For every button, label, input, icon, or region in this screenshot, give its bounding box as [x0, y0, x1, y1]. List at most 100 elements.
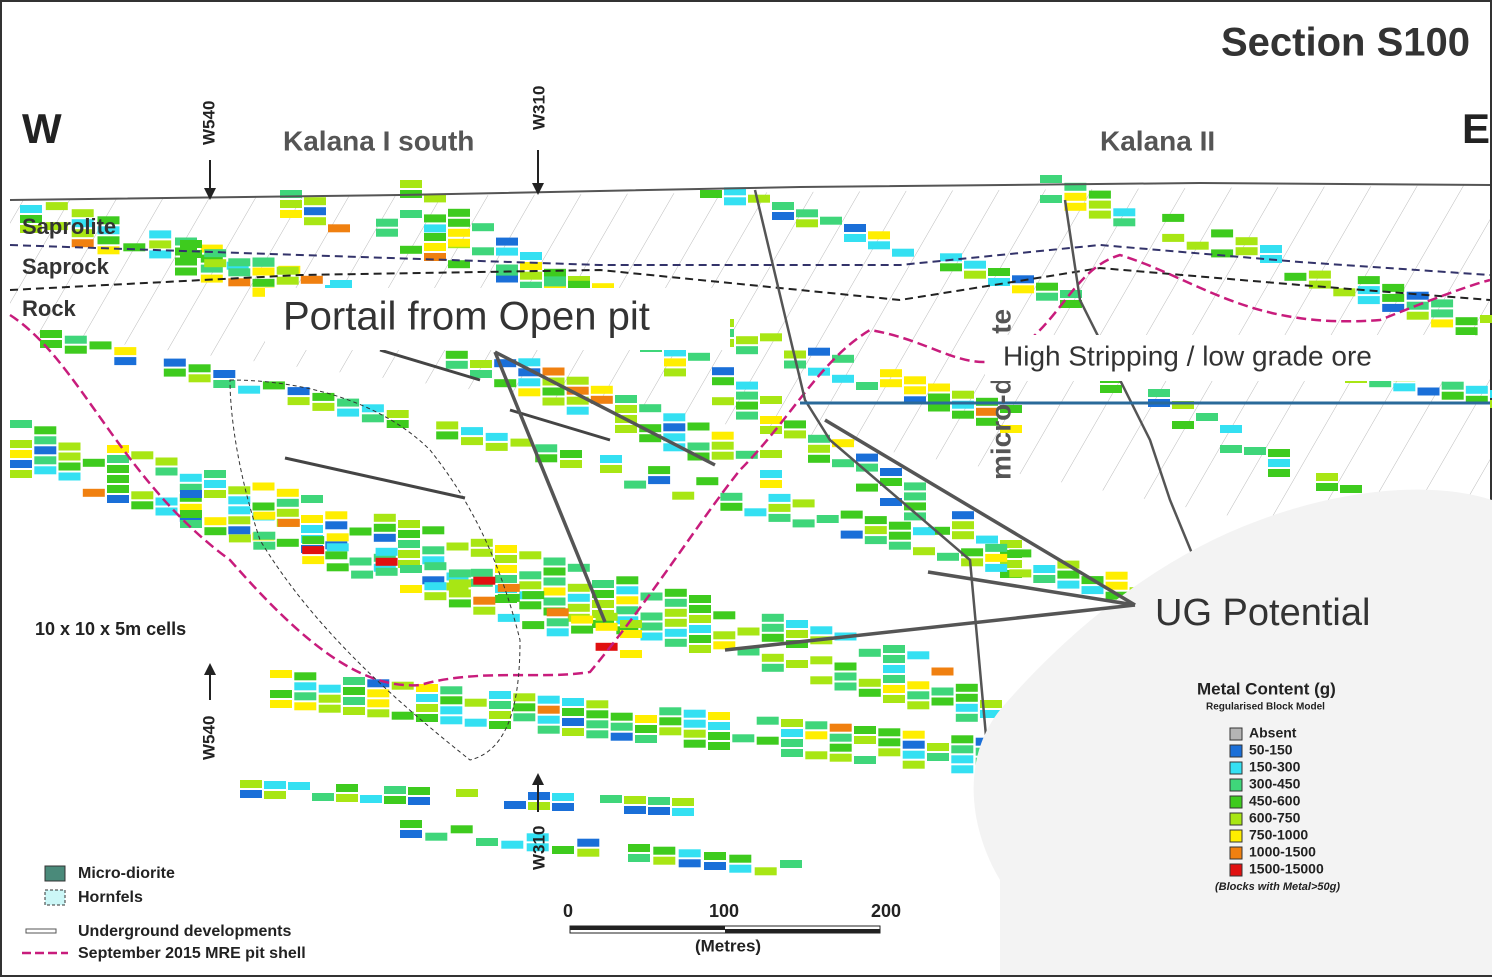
legend-label: 1000-1500: [1249, 844, 1316, 860]
block-cell: [436, 431, 458, 439]
block-cell: [738, 628, 760, 636]
block-cell: [1260, 245, 1282, 253]
block-cell: [489, 711, 511, 719]
block-cell: [854, 736, 876, 744]
block-cell: [760, 333, 782, 341]
block-cell: [400, 180, 422, 188]
block-cell: [164, 359, 186, 367]
block-cell: [762, 614, 784, 622]
block-cell: [400, 565, 422, 573]
block-cell: [10, 460, 32, 468]
block-cell: [519, 581, 541, 589]
block-cell: [904, 386, 926, 394]
block-cell: [713, 611, 735, 619]
block-cell: [398, 530, 420, 538]
block-cell: [880, 369, 902, 377]
block-cell: [312, 403, 334, 411]
block-cell: [448, 239, 470, 247]
block-cell: [880, 468, 902, 476]
block-cell: [951, 755, 973, 763]
block-cell: [204, 259, 226, 267]
block-cell: [1407, 312, 1429, 320]
block-cell: [586, 720, 608, 728]
block-cell: [498, 584, 520, 592]
block-cell: [337, 409, 359, 417]
block-cell: [83, 459, 105, 467]
block-cell: [1040, 175, 1062, 183]
block-cell: [294, 682, 316, 690]
block-cell: [952, 411, 974, 419]
block-cell: [343, 697, 365, 705]
block-cell: [883, 685, 905, 693]
legend-swatch: [1230, 728, 1242, 740]
block-cell: [951, 765, 973, 773]
block-cell: [277, 267, 299, 275]
block-cell: [440, 686, 462, 694]
block-cell: [180, 240, 202, 248]
block-cell: [400, 820, 422, 828]
legend-swatch: [1230, 847, 1242, 859]
scale-bar: [570, 926, 725, 930]
block-cell: [760, 396, 782, 404]
block-cell: [451, 825, 473, 833]
block-cell: [663, 423, 685, 431]
block-cell: [883, 655, 905, 663]
block-cell: [700, 190, 722, 198]
block-cell: [376, 568, 398, 576]
block-cell: [501, 841, 523, 849]
block-cell: [449, 599, 471, 607]
block-cell: [374, 514, 396, 522]
block-cell: [956, 694, 978, 702]
block-cell: [304, 197, 326, 205]
block-cell: [786, 630, 808, 638]
block-cell: [956, 714, 978, 722]
block-cell: [240, 790, 262, 798]
block-cell: [712, 377, 734, 385]
block-cell: [496, 275, 518, 283]
block-cell: [568, 564, 590, 572]
block-cell: [253, 258, 275, 266]
block-cell: [543, 368, 565, 376]
block-cell: [596, 623, 618, 631]
block-cell: [131, 451, 153, 459]
block-cell: [724, 197, 746, 205]
block-cell: [1316, 473, 1338, 481]
block-cell: [689, 625, 711, 633]
block-cell: [416, 704, 438, 712]
block-cell: [59, 443, 81, 451]
block-cell: [684, 730, 706, 738]
block-cell: [189, 364, 211, 372]
block-cell: [577, 849, 599, 857]
block-cell: [562, 698, 584, 706]
block-cell: [830, 734, 852, 742]
block-cell: [688, 443, 710, 451]
block-cell: [547, 628, 569, 636]
legend-swatch: [1230, 796, 1242, 808]
block-cell: [538, 706, 560, 714]
block-cell: [288, 782, 310, 790]
block-cell: [672, 808, 694, 816]
block-cell: [114, 357, 136, 365]
block-cell: [571, 616, 593, 624]
block-cell: [277, 277, 299, 285]
block-cell: [519, 601, 541, 609]
block-cell: [449, 569, 471, 577]
block-cell: [504, 801, 526, 809]
block-cell: [865, 516, 887, 524]
block-cell: [360, 795, 382, 803]
block-cell: [107, 485, 129, 493]
block-cell: [448, 229, 470, 237]
block-cell: [408, 787, 430, 795]
legend-swatch: [1230, 864, 1242, 876]
rock-type-label: micro-diorite: [985, 309, 1016, 480]
block-cell: [696, 477, 718, 485]
block-cell: [611, 733, 633, 741]
layer-label: Saprolite: [22, 214, 116, 239]
block-cell: [288, 397, 310, 405]
east-label: E: [1462, 105, 1490, 152]
block-cell: [486, 433, 508, 441]
block-cell: [720, 503, 742, 511]
block-cell: [304, 217, 326, 225]
legend-subtitle: Regularised Block Model: [1206, 702, 1325, 713]
block-cell: [611, 713, 633, 721]
